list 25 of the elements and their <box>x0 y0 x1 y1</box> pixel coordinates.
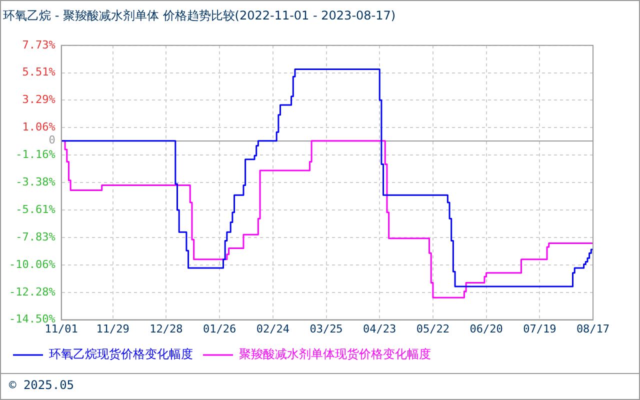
y-tick-label: 1.06% <box>22 120 56 134</box>
chart-title: 环氧乙烷 - 聚羧酸减水剂单体 价格趋势比较(2022-11-01 - 2023-08-17) <box>3 8 396 22</box>
y-tick-label: -12.28% <box>9 285 56 298</box>
y-tick-label: 3.29% <box>22 93 56 106</box>
x-tick-label: 11/29 <box>96 322 130 336</box>
y-tick-label: 5.51% <box>22 66 56 79</box>
x-tick-label: 12/28 <box>150 322 183 336</box>
x-tick-label: 02/24 <box>256 322 290 336</box>
x-tick-label: 05/22 <box>416 322 450 336</box>
legend-label: 环氧乙烷现货价格变化幅度 <box>49 347 193 362</box>
y-tick-label: -1.16% <box>16 148 56 161</box>
text: © 2025.05 <box>1 373 639 396</box>
x-tick-label: 04/23 <box>363 322 396 336</box>
x-tick-label: 03/25 <box>310 322 343 336</box>
y-tick-label: -7.83% <box>16 230 56 244</box>
x-tick-label: 06/20 <box>470 322 503 336</box>
y-tick-label: -10.06% <box>9 258 56 271</box>
x-tick-label: 07/19 <box>523 322 556 336</box>
legend-label: 聚羧酸减水剂单体现货价格变化幅度 <box>239 347 431 362</box>
y-tick-label: 7.73% <box>22 38 56 52</box>
x-tick-label: 08/17 <box>576 322 610 336</box>
x-tick-label: 01/26 <box>203 322 236 336</box>
y-tick-label: -5.61% <box>16 202 56 216</box>
y-tick-label: 0 <box>48 134 56 147</box>
y-tick-label: -3.38% <box>16 175 56 188</box>
